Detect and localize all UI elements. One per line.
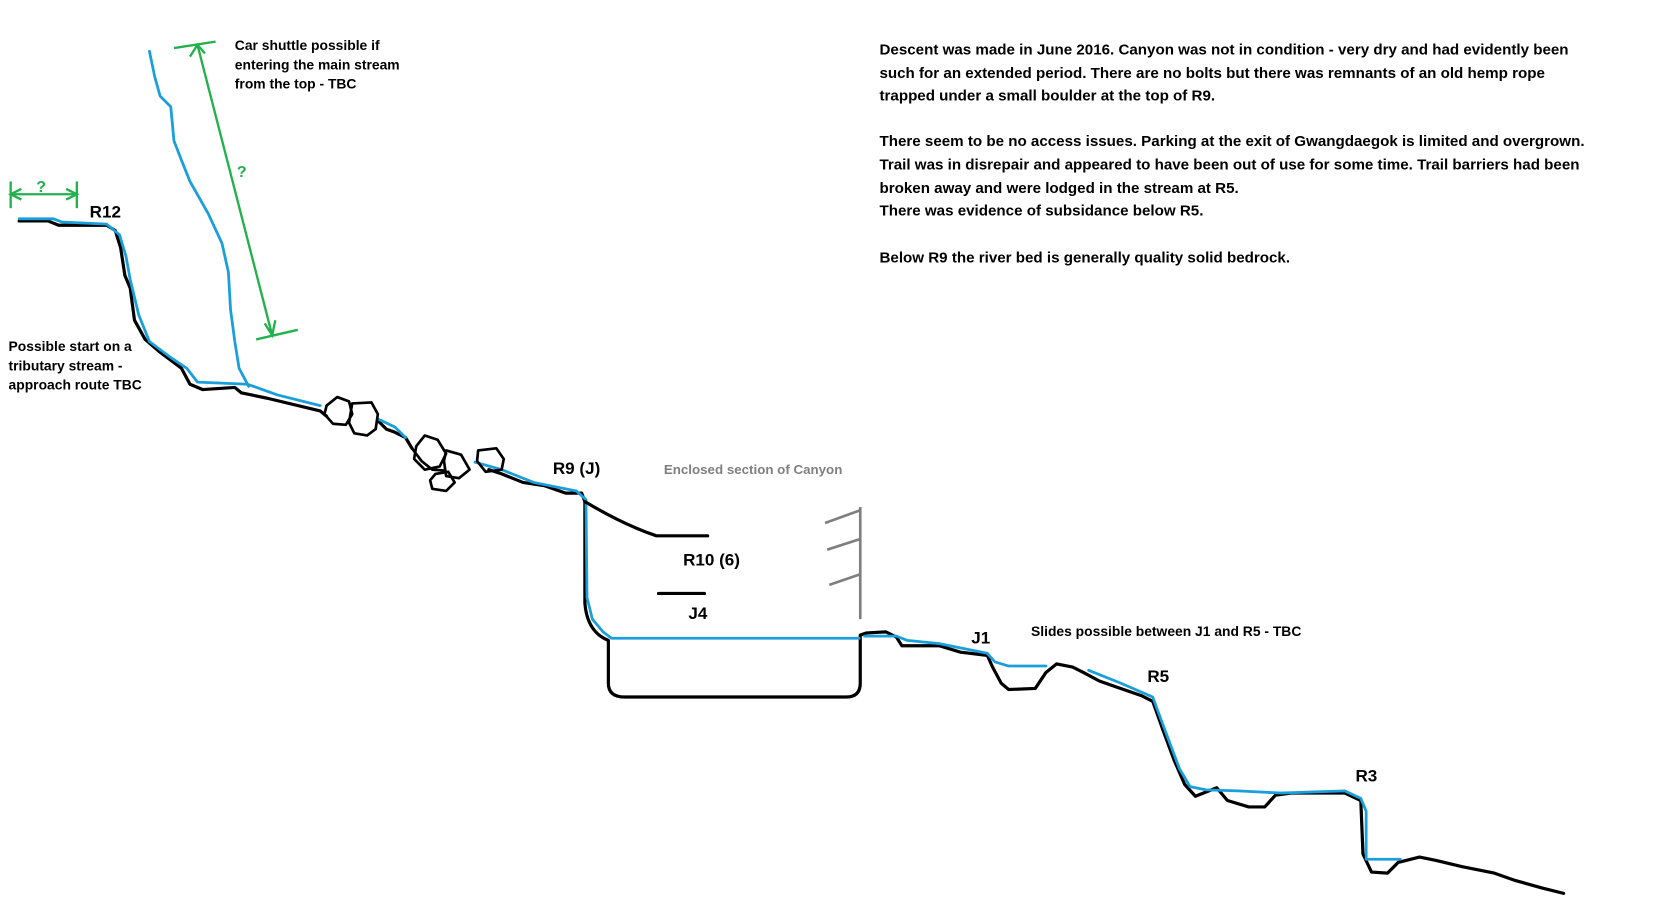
svg-text:Car shuttle possible if: Car shuttle possible if (235, 37, 380, 53)
svg-text:Descent was made in June 2016.: Descent was made in June 2016. Canyon wa… (879, 41, 1568, 58)
shuttle-unknown-label: ? (237, 164, 247, 181)
marker-j1: J1 (971, 629, 990, 648)
svg-text:tributary stream -: tributary stream - (9, 357, 123, 373)
marker-r3: R3 (1355, 766, 1377, 785)
marker-j4: J4 (688, 604, 707, 623)
marker-r10: R10 (6) (683, 551, 740, 570)
description-notes: Descent was made in June 2016. Canyon wa… (879, 41, 1584, 266)
svg-text:entering the main stream: entering the main stream (235, 56, 400, 72)
water-line (17, 217, 1402, 861)
svg-text:from the top - TBC: from the top - TBC (235, 76, 357, 92)
slides-note: Slides possible between J1 and R5 - TBC (1031, 623, 1301, 639)
svg-text:such for an extended period. T: such for an extended period. There are n… (879, 65, 1544, 82)
marker-r5: R5 (1147, 667, 1169, 686)
marker-r9: R9 (J) (553, 459, 600, 478)
svg-text:There seem to be no access iss: There seem to be no access issues. Parki… (879, 133, 1584, 150)
enclosed-section-wall (824, 506, 862, 620)
r10-overhang (583, 500, 710, 538)
start-unknown-label: ? (36, 179, 46, 196)
enclosed-section-label: Enclosed section of Canyon (664, 462, 842, 477)
svg-text:approach route TBC: approach route TBC (9, 377, 142, 393)
svg-text:trapped under a small boulder: trapped under a small boulder at the top… (879, 87, 1215, 104)
svg-text:Possible start on a: Possible start on a (9, 338, 133, 354)
svg-text:Trail was in disrepair and app: Trail was in disrepair and appeared to h… (879, 157, 1579, 174)
possible-start-note: Possible start on a tributary stream - a… (9, 338, 142, 392)
svg-text:There was evidence of subsidan: There was evidence of subsidance below R… (879, 203, 1203, 220)
boulders (323, 395, 506, 493)
svg-text:broken away and were lodged in: broken away and were lodged in the strea… (879, 180, 1238, 197)
tributary-stream (148, 49, 251, 388)
shuttle-dimension-arrow (173, 40, 299, 341)
svg-text:Below R9 the river bed is gene: Below R9 the river bed is generally qual… (879, 250, 1290, 267)
start-dimension-arrow (8, 181, 80, 209)
car-shuttle-note: Car shuttle possible if entering the mai… (235, 37, 400, 91)
marker-r12: R12 (90, 203, 121, 222)
